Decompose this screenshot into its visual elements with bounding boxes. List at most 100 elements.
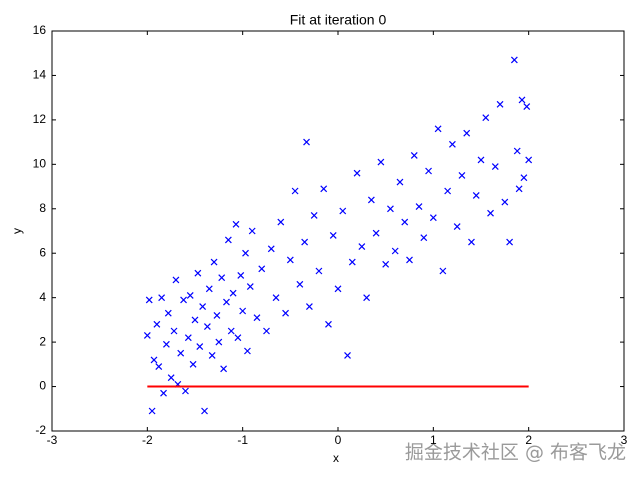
x-tick-label: -3 (47, 433, 58, 447)
data-point (267, 245, 275, 253)
data-point (194, 269, 202, 277)
data-point (458, 172, 466, 179)
data-point (239, 307, 247, 315)
data-point (496, 100, 504, 108)
data-point (160, 389, 167, 397)
data-point (155, 363, 163, 370)
data-point (410, 152, 418, 159)
data-point (224, 236, 232, 244)
y-tick-label: 10 (33, 157, 47, 171)
data-point (348, 258, 356, 266)
data-point (229, 289, 237, 297)
data-point (220, 365, 228, 373)
data-point (391, 247, 399, 255)
data-point (272, 294, 280, 302)
y-tick-label: 0 (39, 379, 46, 393)
data-point (491, 163, 499, 170)
data-point (453, 223, 461, 230)
x-tick-label: 3 (621, 433, 628, 447)
data-point (191, 316, 199, 324)
data-point (315, 267, 323, 275)
data-point (234, 334, 242, 342)
data-point (158, 294, 166, 302)
y-tick-label: 12 (33, 112, 47, 126)
x-tick-label: 2 (525, 433, 532, 447)
data-point (358, 243, 366, 250)
x-tick-label: 1 (430, 433, 437, 447)
data-point (510, 56, 518, 64)
data-point (477, 156, 485, 164)
data-point (199, 303, 207, 310)
chart-title: Fit at iteration 0 (290, 12, 387, 28)
data-point (487, 209, 494, 217)
data-point (170, 327, 178, 335)
data-point (506, 238, 514, 246)
data-point (334, 285, 342, 293)
data-point (189, 360, 197, 368)
data-point (227, 327, 235, 335)
data-point (520, 174, 528, 182)
data-point (325, 320, 332, 328)
x-axis-label: x (333, 451, 339, 465)
data-point (145, 296, 153, 304)
data-point (439, 267, 447, 275)
data-point (320, 185, 328, 193)
data-point (303, 138, 310, 146)
data-point (153, 320, 161, 328)
data-point (218, 274, 226, 282)
data-point (401, 218, 409, 226)
data-point (377, 158, 385, 166)
watermark: 掘金技术社区 @ 布客飞龙 (405, 442, 626, 464)
data-point (387, 205, 394, 213)
data-point (353, 169, 361, 177)
data-point (406, 256, 413, 264)
y-tick-label: -2 (35, 423, 46, 437)
data-point (363, 294, 371, 302)
data-point (429, 214, 437, 222)
data-point (246, 283, 254, 290)
data-point (420, 234, 428, 242)
data-point (223, 298, 230, 306)
data-point (518, 96, 526, 104)
data-point (515, 185, 523, 193)
data-point (468, 238, 475, 246)
data-point (472, 192, 480, 199)
y-tick-label: 14 (33, 68, 47, 82)
data-point (444, 187, 452, 195)
data-point (177, 349, 185, 357)
data-point (382, 260, 390, 268)
data-point (180, 296, 187, 304)
x-tick-label: 0 (335, 433, 342, 447)
data-point (286, 256, 294, 264)
data-point (282, 309, 289, 317)
data-point (344, 352, 351, 359)
y-tick-label: 6 (39, 245, 46, 259)
data-point (263, 327, 270, 335)
data-point (329, 232, 337, 239)
data-point (434, 125, 442, 133)
data-point (201, 407, 208, 415)
data-point (523, 103, 531, 110)
data-point (525, 156, 533, 164)
data-point (248, 227, 256, 235)
y-tick-label: 8 (39, 201, 46, 215)
data-point (310, 212, 318, 219)
data-point (301, 238, 309, 246)
data-point (172, 276, 180, 284)
y-axis-label: y (10, 228, 24, 234)
data-point (215, 338, 223, 346)
y-tick-label: 4 (39, 290, 46, 304)
data-point (482, 114, 490, 122)
data-point (258, 265, 266, 273)
data-point (339, 207, 347, 215)
data-point (213, 312, 221, 319)
data-point (143, 332, 151, 339)
data-point (253, 314, 261, 322)
y-tick-label: 16 (33, 23, 47, 37)
data-point (148, 407, 156, 415)
data-point (396, 178, 404, 186)
x-tick-label: -1 (237, 433, 248, 447)
x-tick-label: -2 (142, 433, 153, 447)
